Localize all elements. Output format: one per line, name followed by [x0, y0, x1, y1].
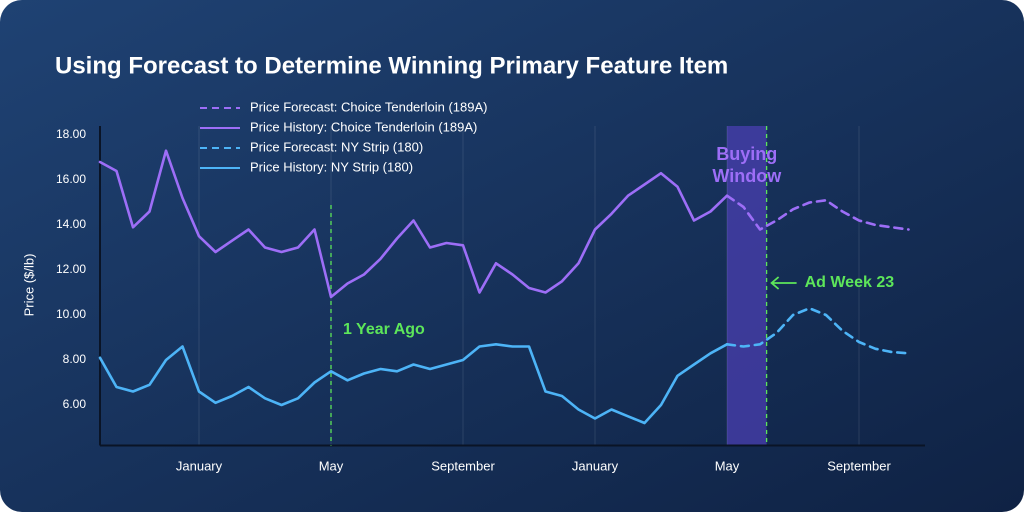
buying-window-label: Buying	[716, 144, 777, 164]
y-tick-label: 10.00	[56, 307, 86, 321]
y-tick-label: 6.00	[63, 397, 87, 411]
series-line	[725, 194, 910, 231]
x-tick-label: January	[176, 458, 223, 473]
x-tick-label: September	[431, 458, 495, 473]
legend-label: Price History: Choice Tenderloin (189A)	[250, 119, 477, 134]
chart-title: Using Forecast to Determine Winning Prim…	[55, 52, 728, 79]
series-line	[98, 343, 729, 425]
y-tick-label: 8.00	[63, 352, 87, 366]
buying-window-label: Window	[712, 166, 782, 186]
buying-window	[727, 126, 767, 446]
legend-label: Price History: NY Strip (180)	[250, 159, 413, 174]
ad-week-label: Ad Week 23	[805, 274, 895, 291]
legend-label: Price Forecast: Choice Tenderloin (189A)	[250, 99, 488, 114]
series-line	[98, 149, 729, 299]
y-tick-label: 14.00	[56, 217, 86, 231]
x-tick-label: January	[572, 458, 619, 473]
x-tick-label: September	[827, 458, 891, 473]
series-line	[725, 307, 910, 355]
y-tick-label: 12.00	[56, 262, 86, 276]
year-ago-label: 1 Year Ago	[343, 321, 425, 338]
x-tick-label: May	[319, 458, 344, 473]
y-tick-label: 16.00	[56, 172, 86, 186]
y-axis-label: Price ($/lb)	[21, 254, 36, 317]
ad-week-arrow	[770, 276, 797, 290]
y-tick-label: 18.00	[56, 127, 86, 141]
legend-label: Price Forecast: NY Strip (180)	[250, 139, 423, 154]
x-tick-label: May	[715, 458, 740, 473]
